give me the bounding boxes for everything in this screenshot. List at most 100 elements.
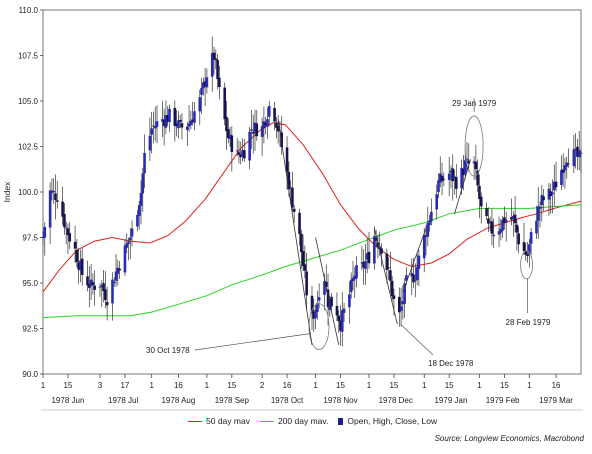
ohlc-body [510, 217, 513, 220]
legend-candle-icon [338, 417, 344, 425]
ohlc-body [560, 169, 563, 185]
ohlc-body [528, 244, 531, 254]
ohlc-body [351, 277, 355, 281]
ohlc-body [86, 276, 89, 286]
x-tick-label: 1 [422, 381, 427, 390]
ohlc-body [88, 283, 91, 288]
x-month-label: 1979 Feb [486, 396, 520, 405]
x-tick-label: 16 [552, 381, 561, 390]
ohlc-body [116, 267, 120, 274]
ohlc-body [276, 126, 280, 132]
annotation-label-jan: 29 Jan 1979 [452, 99, 497, 108]
ohlc-body [162, 119, 166, 126]
ohlc-body [205, 77, 209, 88]
ohlc-body [378, 246, 381, 250]
ohlc-body [472, 161, 476, 164]
ohlc-body [114, 271, 118, 281]
ohlc-body [392, 295, 396, 299]
ohlc-body [241, 150, 244, 157]
x-month-label: 1978 Sep [215, 396, 250, 405]
ohlc-body [248, 131, 251, 161]
ohlc-body [102, 283, 105, 291]
ohlc-body [536, 206, 540, 221]
ohlc-body [501, 219, 504, 231]
ohlc-body [255, 123, 259, 137]
ohlc-body [462, 168, 465, 176]
ohlc-body [512, 215, 515, 219]
ohlc-body [367, 251, 371, 264]
ohlc-body [292, 208, 296, 212]
ohlc-body [98, 286, 102, 288]
ohlc-body [50, 190, 54, 193]
ohlc-body [225, 116, 228, 132]
x-month-label: 1978 Oct [271, 396, 304, 405]
ohlc-body [230, 135, 234, 153]
ohlc-body [191, 119, 194, 122]
ohlc-body [349, 279, 353, 293]
ohlc-body [43, 227, 47, 238]
ohlc-body [212, 52, 216, 60]
ohlc-body [104, 289, 107, 301]
ohlc-body [554, 181, 558, 188]
ohlc-body [474, 161, 478, 170]
ohlc-body [214, 58, 218, 61]
ohlc-body [515, 224, 519, 233]
x-tick-label: 16 [283, 381, 292, 390]
ohlc-body [373, 236, 376, 264]
ohlc-body [55, 200, 59, 202]
annotation-arrow-nov [315, 237, 340, 345]
ohlc-body [310, 295, 314, 314]
ohlc-body [223, 87, 227, 120]
x-month-label: 1979 Mar [539, 396, 573, 405]
ohlc-body [513, 214, 517, 224]
ohlc-body [280, 132, 284, 148]
x-tick-label: 15 [389, 381, 398, 390]
ohlc-body [287, 171, 291, 190]
ohlc-body [535, 220, 538, 234]
ohlc-body [549, 191, 553, 197]
ohlc-body [380, 248, 383, 254]
ohlc-body [303, 264, 307, 271]
ohlc-body [285, 147, 289, 172]
ohlc-body [203, 81, 207, 87]
ohlc-body [118, 268, 121, 271]
annotation-leader-dec [401, 324, 434, 356]
ohlc-body [80, 258, 84, 275]
ohlc-body [291, 187, 294, 208]
ohlc-body [189, 120, 193, 126]
ohlc-body [251, 132, 255, 134]
ohlc-body [355, 265, 358, 279]
ohlc-body [123, 245, 127, 273]
legend-item-50mav: 50 day mav [188, 416, 250, 426]
ohlc-body [428, 220, 431, 226]
ohlc-body [563, 165, 567, 171]
x-tick-label: 15 [336, 381, 345, 390]
ohlc-body [243, 150, 246, 159]
ohlc-body [524, 250, 528, 255]
ohlc-body [451, 168, 455, 182]
annotation-label-dec: 18 Dec 1978 [428, 359, 474, 368]
ohlc-body [193, 111, 196, 123]
y-axis-label: Index [2, 181, 12, 203]
ohlc-body [517, 233, 520, 245]
ohlc-body [522, 242, 526, 251]
source-note: Source: Longview Economics, Macrobond [434, 434, 584, 443]
ohlc-body [264, 122, 267, 126]
ohlc-body [403, 283, 406, 304]
ohlc-body [326, 289, 330, 308]
ohlc-body [200, 87, 203, 95]
ohlc-body [130, 228, 134, 237]
ohlc-body [136, 214, 139, 227]
ohlc-body [353, 275, 357, 280]
ohlc-body [68, 233, 72, 242]
ohlc-body [335, 306, 339, 316]
x-tick-label: 3 [98, 381, 103, 390]
ohlc-body [143, 152, 146, 174]
ohlc-body [54, 193, 57, 201]
ohlc-body [218, 77, 221, 88]
ohlc-body [166, 114, 170, 122]
ohlc-body [48, 190, 52, 228]
y-tick-label: 97.5 [22, 234, 38, 243]
ohlc-body [61, 201, 64, 217]
ohlc-body [79, 260, 82, 271]
